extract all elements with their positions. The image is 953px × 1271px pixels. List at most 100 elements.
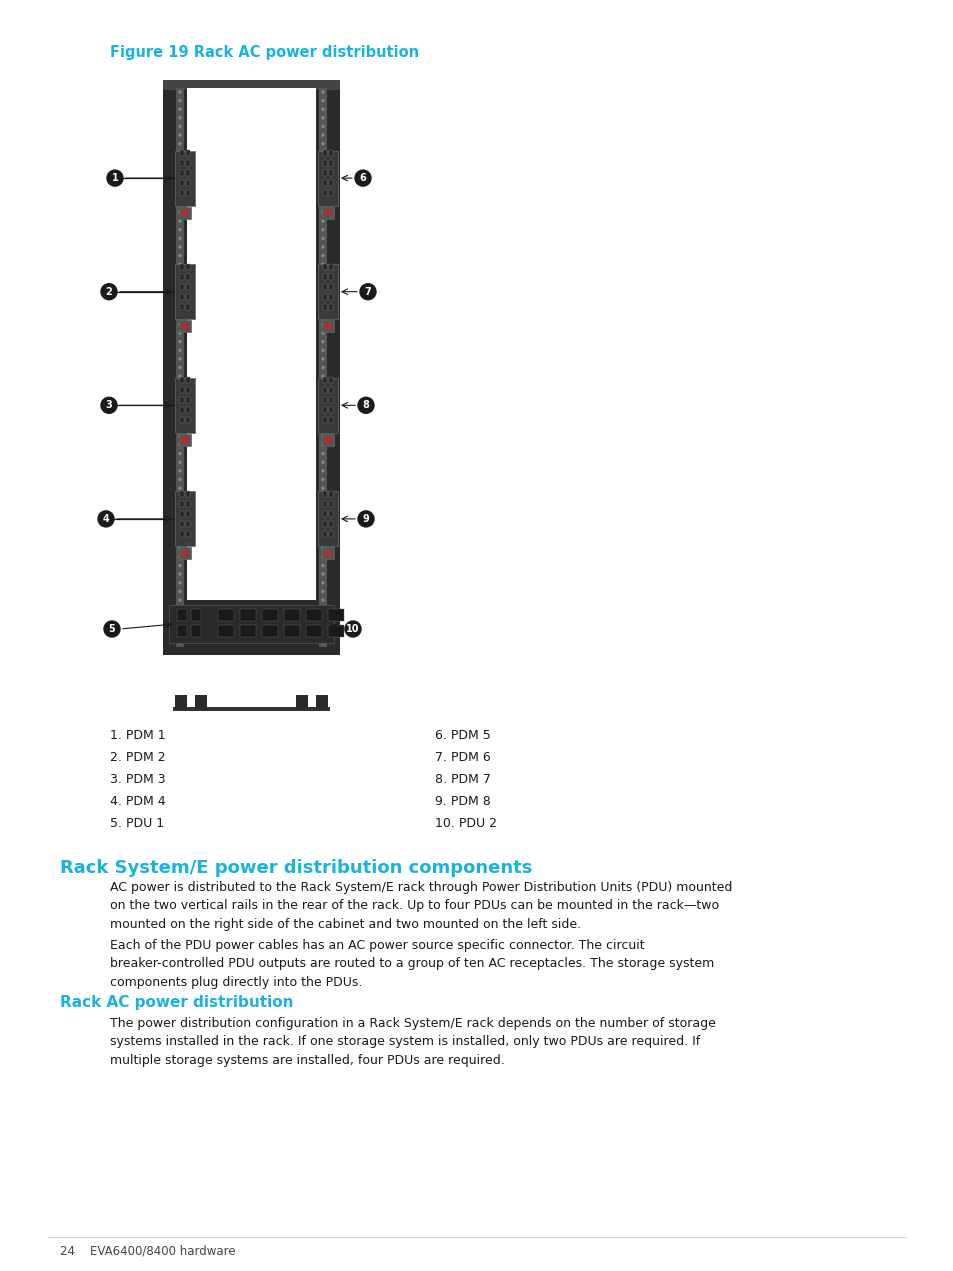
Circle shape xyxy=(179,530,181,533)
Bar xyxy=(186,263,190,269)
Bar xyxy=(186,170,190,177)
Circle shape xyxy=(322,555,324,558)
Circle shape xyxy=(322,323,324,325)
Circle shape xyxy=(322,400,324,403)
Bar xyxy=(262,625,277,637)
Bar xyxy=(187,88,315,600)
Bar xyxy=(329,170,333,177)
Bar xyxy=(186,191,190,196)
Circle shape xyxy=(322,608,324,610)
Bar xyxy=(323,521,327,527)
Bar xyxy=(186,377,190,384)
Circle shape xyxy=(322,436,324,437)
Bar xyxy=(186,491,190,497)
Circle shape xyxy=(322,194,324,196)
Circle shape xyxy=(325,437,330,442)
Bar xyxy=(177,609,187,622)
Bar xyxy=(315,695,328,709)
Circle shape xyxy=(179,323,181,325)
Bar xyxy=(186,304,190,310)
Circle shape xyxy=(322,599,324,601)
Bar xyxy=(186,407,190,413)
Circle shape xyxy=(322,444,324,446)
Bar xyxy=(323,377,327,384)
Circle shape xyxy=(179,444,181,446)
Bar xyxy=(169,605,334,643)
Bar xyxy=(186,511,190,517)
Circle shape xyxy=(322,254,324,257)
Bar xyxy=(180,407,184,413)
Text: Rack AC power distribution: Rack AC power distribution xyxy=(60,995,294,1010)
Circle shape xyxy=(104,622,120,637)
Circle shape xyxy=(359,283,375,300)
Text: 24    EVA6400/8400 hardware: 24 EVA6400/8400 hardware xyxy=(60,1246,235,1258)
Circle shape xyxy=(322,126,324,127)
Bar xyxy=(317,377,337,433)
Circle shape xyxy=(322,573,324,574)
Circle shape xyxy=(179,548,181,549)
Circle shape xyxy=(179,126,181,127)
Bar xyxy=(323,511,327,517)
Circle shape xyxy=(179,366,181,369)
Circle shape xyxy=(322,203,324,205)
Circle shape xyxy=(322,366,324,369)
Bar xyxy=(328,609,344,622)
Circle shape xyxy=(179,555,181,558)
Circle shape xyxy=(322,247,324,248)
Bar xyxy=(180,191,184,196)
Circle shape xyxy=(322,169,324,170)
Circle shape xyxy=(322,358,324,360)
Circle shape xyxy=(179,177,181,179)
Circle shape xyxy=(322,505,324,506)
Circle shape xyxy=(322,375,324,377)
Circle shape xyxy=(179,452,181,455)
Circle shape xyxy=(322,564,324,567)
Circle shape xyxy=(179,247,181,248)
Bar xyxy=(180,417,184,423)
Circle shape xyxy=(355,170,371,186)
Bar xyxy=(323,491,327,497)
Bar xyxy=(180,501,184,507)
Bar xyxy=(180,531,184,536)
Bar xyxy=(186,294,190,300)
Bar xyxy=(180,511,184,517)
Bar xyxy=(317,150,337,206)
Bar xyxy=(186,398,190,403)
Bar xyxy=(323,150,327,156)
Bar xyxy=(180,521,184,527)
Circle shape xyxy=(98,511,113,527)
Bar xyxy=(174,492,194,547)
Circle shape xyxy=(179,625,181,627)
Bar xyxy=(329,150,333,156)
Bar xyxy=(180,304,184,310)
Circle shape xyxy=(322,418,324,421)
Bar xyxy=(322,548,334,559)
Circle shape xyxy=(179,487,181,489)
Text: The power distribution configuration in a Rack System/E rack depends on the numb: The power distribution configuration in … xyxy=(110,1017,715,1066)
Circle shape xyxy=(322,350,324,351)
Circle shape xyxy=(179,521,181,524)
Circle shape xyxy=(179,375,181,377)
Circle shape xyxy=(179,220,181,222)
Bar xyxy=(179,548,191,559)
Bar xyxy=(180,388,184,393)
Bar xyxy=(329,160,333,167)
Text: Rack System/E power distribution components: Rack System/E power distribution compone… xyxy=(60,859,532,877)
Bar xyxy=(284,625,299,637)
Bar xyxy=(329,521,333,527)
Bar xyxy=(329,304,333,310)
Bar xyxy=(186,273,190,280)
Bar xyxy=(179,433,191,446)
Text: AC power is distributed to the Rack System/E rack through Power Distribution Uni: AC power is distributed to the Rack Syst… xyxy=(110,881,732,930)
Bar xyxy=(323,263,327,269)
Bar xyxy=(317,492,337,547)
Bar xyxy=(218,625,233,637)
Text: 8. PDM 7: 8. PDM 7 xyxy=(435,773,491,785)
Circle shape xyxy=(322,117,324,118)
Circle shape xyxy=(322,642,324,644)
Circle shape xyxy=(179,315,181,316)
Circle shape xyxy=(322,306,324,309)
Circle shape xyxy=(322,452,324,455)
Bar xyxy=(186,531,190,536)
Bar xyxy=(329,273,333,280)
